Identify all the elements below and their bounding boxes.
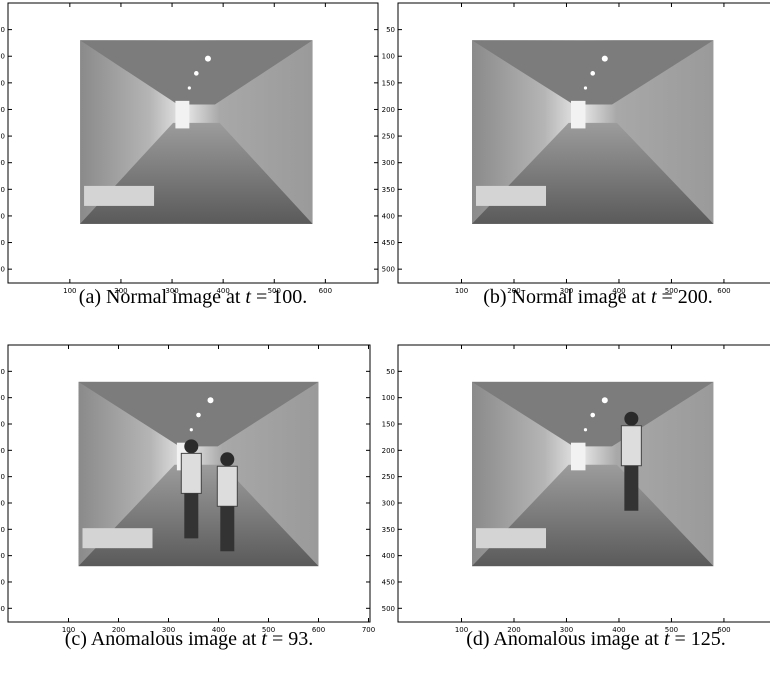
- person-head: [220, 452, 234, 466]
- y-tick-label: 400: [0, 552, 5, 560]
- image: [472, 382, 713, 566]
- panel: 1002003004005006007005010015020025030035…: [382, 3, 770, 308]
- y-tick-label: 350: [0, 186, 5, 194]
- person-legs: [220, 506, 234, 551]
- y-tick-label: 200: [0, 106, 5, 114]
- x-tick-label: 600: [319, 287, 332, 295]
- person-legs: [184, 493, 198, 538]
- caption-part: = 100.: [251, 286, 307, 308]
- caption: (b) Normal image at t = 200.: [483, 286, 713, 308]
- y-tick-label: 400: [382, 212, 395, 220]
- y-tick-label: 450: [0, 239, 5, 247]
- y-tick-label: 500: [0, 605, 5, 613]
- light: [584, 428, 587, 431]
- light: [196, 413, 201, 418]
- panel: 1002003004005006007005010015020025030035…: [0, 345, 375, 650]
- light: [205, 56, 211, 62]
- caption: (c) Anomalous image at t = 93.: [65, 628, 313, 650]
- caption: (d) Anomalous image at t = 125.: [466, 628, 726, 650]
- x-tick-label: 600: [717, 287, 730, 295]
- overlay-box: [84, 186, 154, 206]
- x-tick-label: 700: [362, 626, 375, 634]
- overlay-box: [83, 528, 153, 548]
- y-tick-label: 450: [0, 578, 5, 586]
- y-tick-label: 100: [382, 53, 395, 61]
- light: [590, 71, 595, 76]
- y-tick-label: 500: [382, 266, 395, 274]
- y-tick-label: 50: [386, 26, 395, 34]
- y-tick-label: 50: [0, 26, 5, 34]
- caption-part: = 93.: [267, 628, 313, 650]
- y-tick-label: 100: [0, 53, 5, 61]
- light: [188, 86, 191, 89]
- y-tick-label: 50: [0, 368, 5, 376]
- corridor-end: [175, 101, 189, 129]
- y-tick-label: 400: [0, 212, 5, 220]
- y-tick-label: 50: [386, 368, 395, 376]
- light: [190, 428, 193, 431]
- y-tick-label: 200: [0, 447, 5, 455]
- light: [208, 397, 214, 403]
- y-tick-label: 300: [382, 499, 395, 507]
- person-body: [217, 466, 237, 506]
- corridor-end: [571, 101, 585, 129]
- y-tick-label: 250: [382, 133, 395, 141]
- person-head: [624, 412, 638, 426]
- y-tick-label: 300: [0, 499, 5, 507]
- y-tick-label: 150: [382, 420, 395, 428]
- caption-part: = 200.: [657, 286, 713, 308]
- caption-part: (d) Anomalous image at: [466, 628, 664, 650]
- image: [472, 40, 713, 224]
- overlay-box: [476, 528, 546, 548]
- image: [79, 382, 319, 566]
- light: [584, 86, 587, 89]
- person-body: [621, 426, 641, 466]
- y-tick-label: 350: [382, 186, 395, 194]
- x-tick-label: 600: [312, 626, 325, 634]
- y-tick-label: 500: [0, 266, 5, 274]
- y-tick-label: 450: [382, 239, 395, 247]
- panel: 1002003004005006005010015020025030035040…: [0, 3, 378, 308]
- overlay-box: [476, 186, 546, 206]
- y-tick-label: 300: [0, 159, 5, 167]
- y-tick-label: 300: [382, 159, 395, 167]
- caption-part: (c) Anomalous image at: [65, 628, 262, 650]
- light: [602, 397, 608, 403]
- y-tick-label: 150: [0, 79, 5, 87]
- caption-part: (b) Normal image at: [483, 286, 651, 308]
- y-tick-label: 500: [382, 605, 395, 613]
- y-tick-label: 250: [0, 473, 5, 481]
- caption: (a) Normal image at t = 100.: [79, 286, 307, 308]
- light: [194, 71, 199, 76]
- caption-part: (a) Normal image at: [79, 286, 246, 308]
- y-tick-label: 150: [382, 79, 395, 87]
- y-tick-label: 350: [0, 526, 5, 534]
- y-tick-label: 100: [0, 394, 5, 402]
- y-tick-label: 350: [382, 526, 395, 534]
- person-body: [181, 453, 201, 493]
- y-tick-label: 250: [382, 473, 395, 481]
- corridor-end: [571, 443, 585, 471]
- person-legs: [624, 466, 638, 511]
- image: [80, 40, 313, 224]
- y-tick-label: 150: [0, 420, 5, 428]
- person-head: [184, 439, 198, 453]
- x-tick-label: 100: [63, 287, 76, 295]
- x-tick-label: 100: [455, 287, 468, 295]
- figure: 100 200 300 400 500 600 50 100 150 200 250 300 350 40…: [0, 0, 770, 673]
- y-tick-label: 200: [382, 447, 395, 455]
- y-tick-label: 200: [382, 106, 395, 114]
- y-tick-label: 450: [382, 578, 395, 586]
- y-tick-label: 100: [382, 394, 395, 402]
- y-tick-label: 250: [0, 133, 5, 141]
- light: [602, 56, 608, 62]
- y-tick-label: 400: [382, 552, 395, 560]
- caption-part: = 125.: [670, 628, 726, 650]
- light: [590, 413, 595, 418]
